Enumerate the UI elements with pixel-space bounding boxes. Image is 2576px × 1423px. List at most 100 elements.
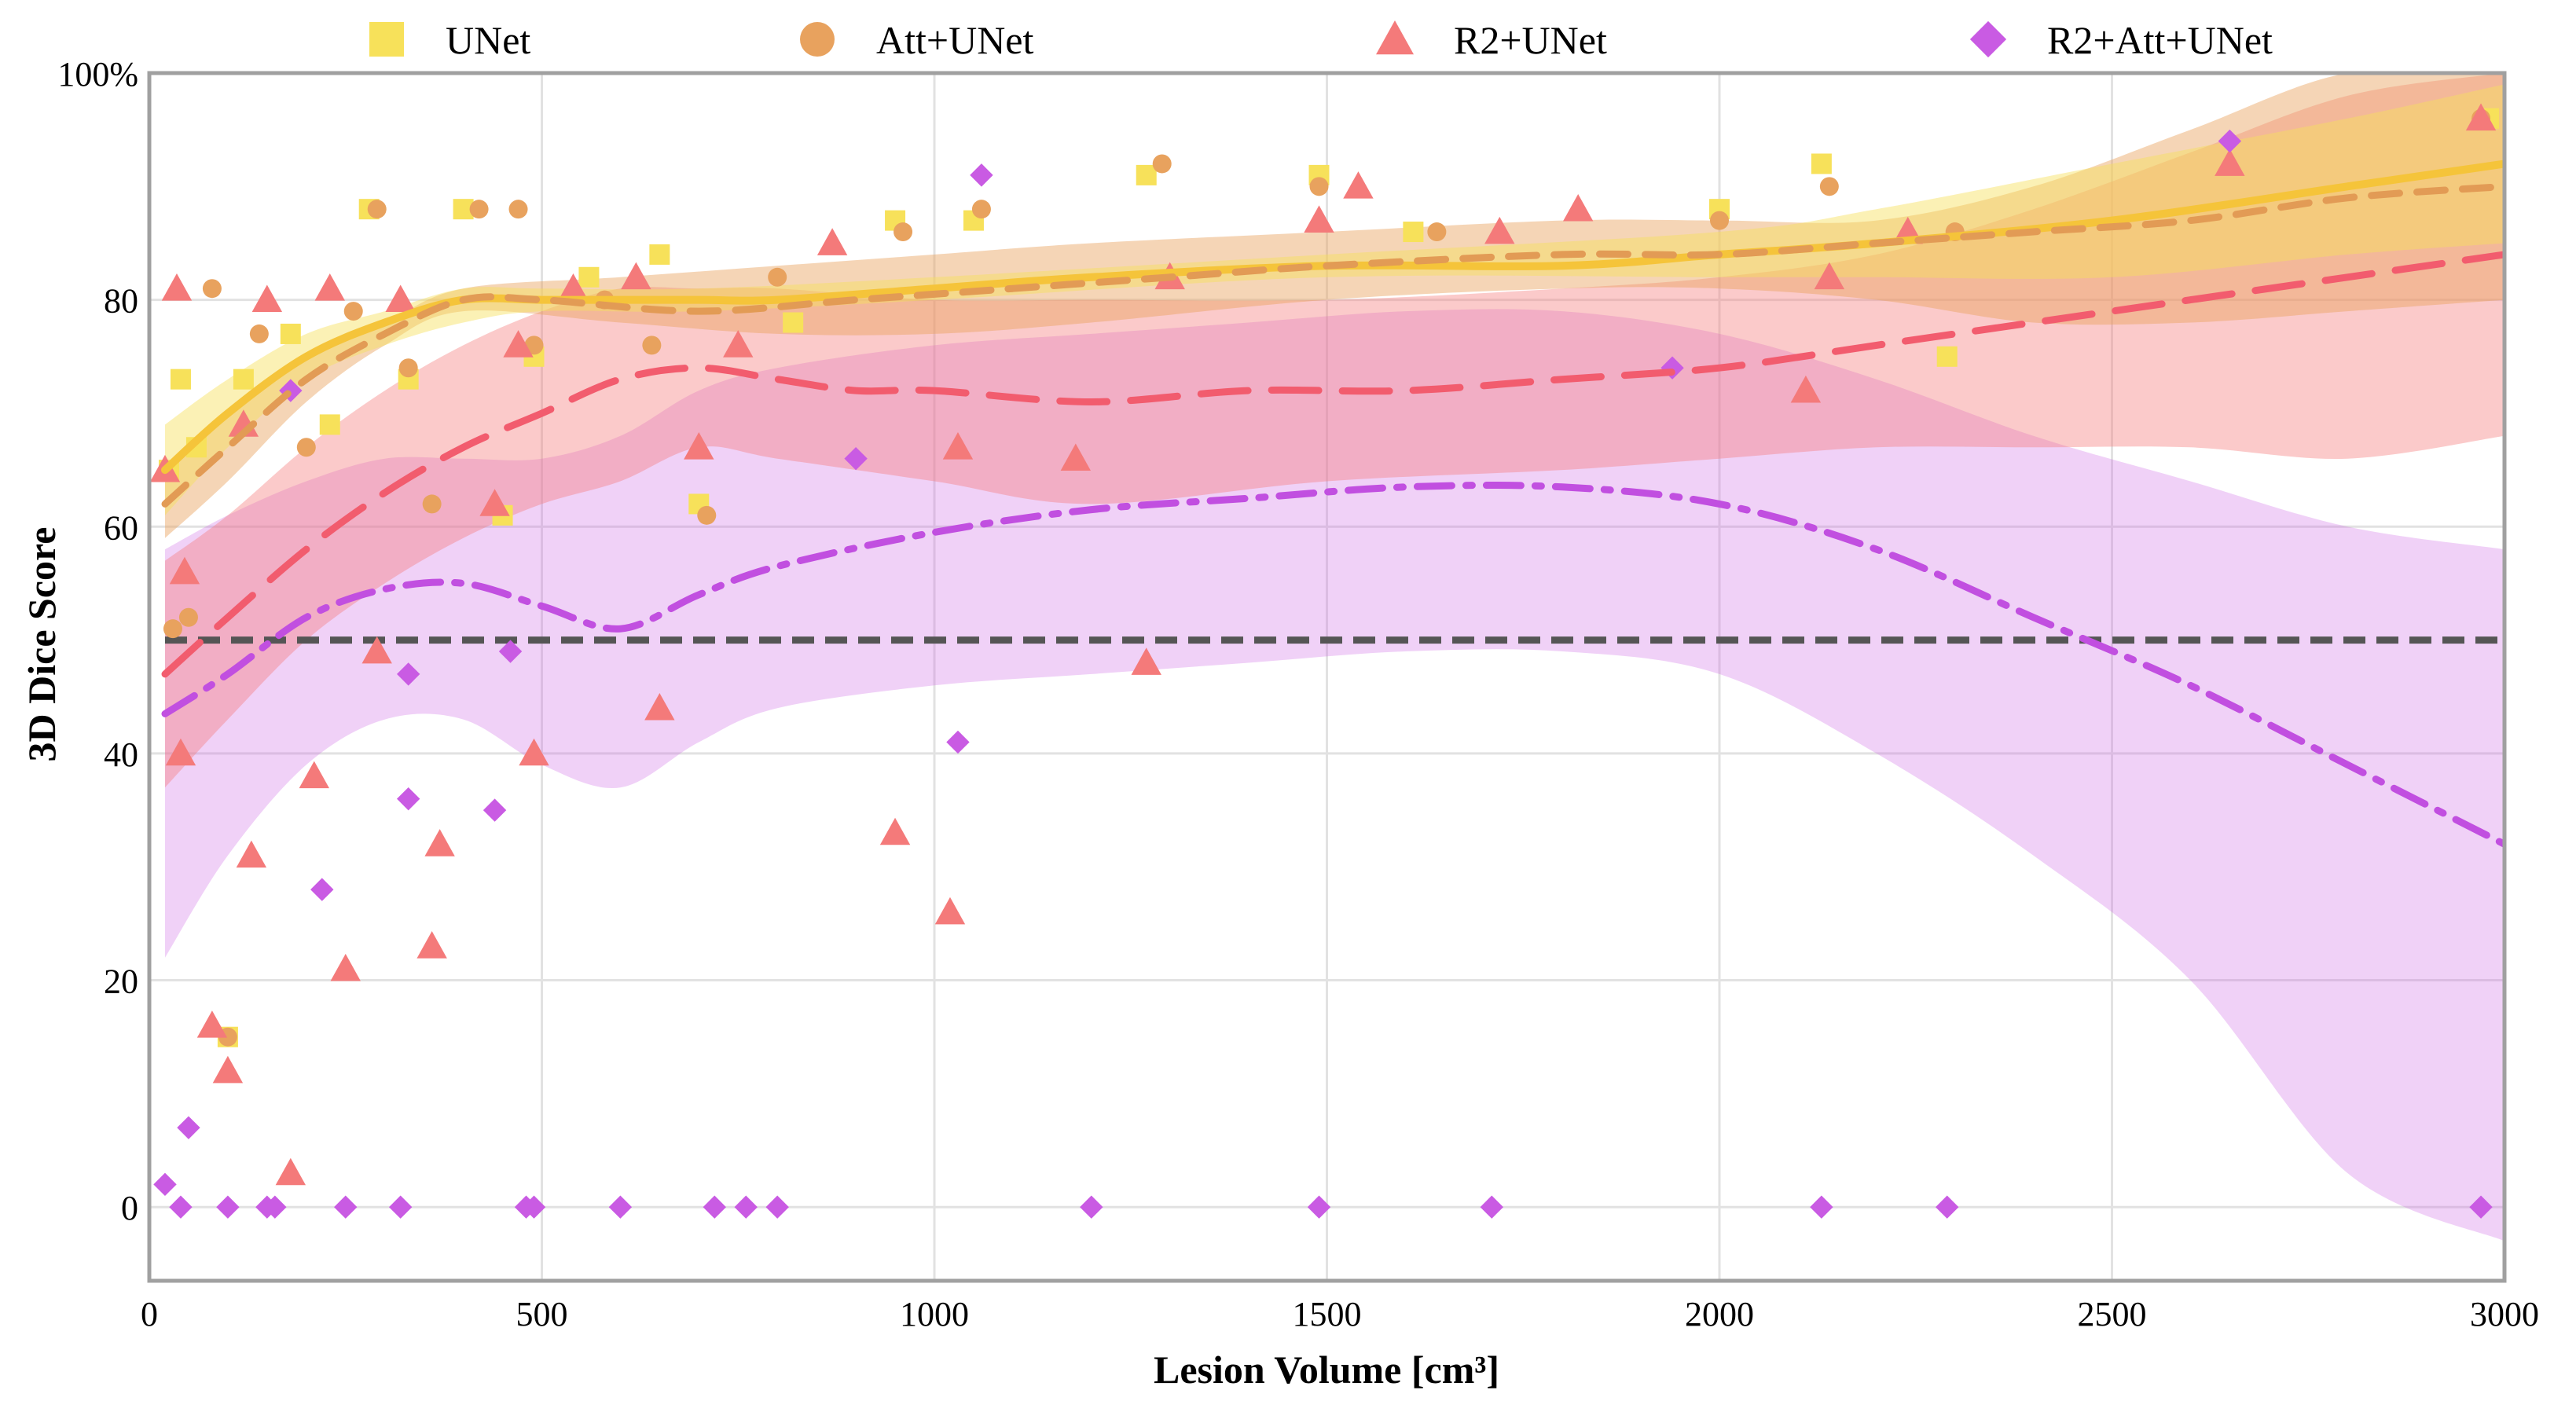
r2-unet-point [1304, 205, 1334, 233]
r2-unet-trend-line [161, 251, 2504, 678]
r2-att-unet-point [177, 1116, 200, 1139]
r2-unet-point [161, 273, 193, 301]
att-unet-point [697, 505, 717, 525]
r2-unet-point [424, 829, 455, 856]
r2-unet-point [519, 738, 549, 766]
r2-unet-point [2465, 103, 2497, 131]
r2-att-unet-point [1810, 1195, 1833, 1219]
att-unet-point [343, 302, 363, 321]
att-unet-point [178, 607, 198, 627]
r2-unet-point [1060, 443, 1092, 471]
x-tick-label: 1500 [1293, 1295, 1362, 1333]
r2-unet-point [479, 489, 510, 516]
r2-unet-point [385, 284, 416, 312]
r2-unet-point [684, 432, 714, 460]
r2-att-unet-point [216, 1195, 240, 1219]
r2-att-unet-confidence-band [165, 309, 2504, 1241]
r2-att-unet-point [1480, 1195, 1503, 1219]
r2-unet-point [165, 738, 196, 766]
r2-att-unet-point [946, 730, 970, 754]
att-unet-point [768, 267, 787, 287]
att-unet-point [1309, 177, 1329, 196]
r2-unet-point [558, 273, 589, 301]
att-unet-point [642, 336, 662, 355]
r2-att-unet-point [153, 1172, 177, 1197]
att-unet-point [1152, 154, 1172, 174]
r2-att-unet-point [2469, 1195, 2493, 1219]
att-unet-point [894, 222, 913, 242]
unet-point [319, 414, 340, 435]
unet-point [1136, 164, 1157, 185]
r2-att-unet-point [970, 163, 993, 187]
r2-unet-point [1814, 262, 1845, 290]
att-unet-point [469, 200, 489, 219]
r2-unet-point [275, 1157, 306, 1186]
y-axis-ticks: 0 20 40 60 80 100% [57, 55, 138, 1227]
r2-unet-point [1790, 375, 1822, 403]
r2-unet-point [330, 953, 361, 981]
r2-att-unet-point [396, 662, 420, 686]
unet-point [578, 266, 600, 288]
legend-item-r2-unet: R2+UNet [1376, 18, 1607, 62]
r2-att-unet-point [169, 1195, 193, 1219]
r2-unet-point [212, 1055, 244, 1084]
r2-unet-point [879, 817, 911, 845]
r2-att-unet-point [765, 1195, 789, 1219]
r2-unet-point [644, 692, 675, 721]
legend-label: Att+UNet [876, 18, 1033, 62]
r2-att-unet-point [334, 1195, 358, 1219]
x-tick-label: 500 [516, 1295, 568, 1333]
legend-label: R2+UNet [1454, 18, 1607, 62]
att-unet-point [163, 619, 182, 639]
unet-point [170, 369, 191, 390]
r2-att-unet-point [703, 1195, 726, 1219]
r2-att-unet-point [396, 787, 420, 811]
unet-point [1811, 153, 1832, 174]
r2-att-unet-point [263, 1195, 287, 1219]
r2-unet-confidence-band [165, 73, 2504, 788]
unet-point [1403, 222, 1424, 243]
x-axis-ticks: 0 500 1000 1500 2000 2500 3000 [141, 1295, 2539, 1333]
r2-att-unet-point [522, 1195, 546, 1219]
r2-unet-point [1484, 216, 1515, 244]
y-tick-label: 0 [121, 1189, 138, 1227]
r2-att-unet-point [1660, 356, 1684, 380]
r2-unet-point [251, 284, 283, 312]
r2-unet-point [169, 556, 200, 585]
x-axis-title: Lesion Volume [cm³] [1154, 1348, 1499, 1392]
legend-label: R2+Att+UNet [2047, 18, 2273, 62]
r2-unet-point [1343, 171, 1374, 199]
x-tick-label: 0 [141, 1295, 158, 1333]
legend-marker [800, 22, 835, 57]
r2-unet-point [621, 262, 651, 290]
att-unet-point [249, 324, 269, 343]
r2-unet-point [942, 432, 974, 460]
x-tick-label: 1000 [900, 1295, 969, 1333]
r2-unet-point [723, 330, 754, 358]
att-unet-trend-line [161, 182, 2504, 508]
y-tick-label: 80 [104, 282, 138, 321]
r2-att-unet-point [844, 446, 868, 471]
att-unet-point [367, 200, 387, 219]
r2-att-unet-trend-line [161, 482, 2504, 848]
r2-unet-point [2215, 149, 2245, 176]
unet-point [233, 369, 254, 390]
r2-unet-point [416, 931, 447, 959]
legend-item-att-unet: Att+UNet [800, 18, 1033, 62]
att-unet-point [1710, 211, 1729, 230]
r2-unet-point [236, 840, 267, 868]
unet-point [280, 323, 301, 344]
r2-att-unet-point [734, 1195, 758, 1219]
r2-att-unet-point [498, 640, 523, 663]
r2-att-unet-point [310, 878, 334, 901]
r2-unet-point [503, 330, 534, 358]
att-unet-point [296, 438, 316, 457]
legend-item-r2-att-unet: R2+Att+UNet [1969, 18, 2273, 62]
y-tick-label: 60 [104, 508, 138, 547]
plot-frame [147, 71, 2507, 1283]
att-unet-point [1819, 177, 1839, 196]
y-axis-title: 3D Dice Score [20, 527, 64, 762]
legend-marker [1969, 20, 2007, 58]
trend-lines [161, 160, 2504, 848]
y-tick-label: 20 [104, 963, 138, 1001]
